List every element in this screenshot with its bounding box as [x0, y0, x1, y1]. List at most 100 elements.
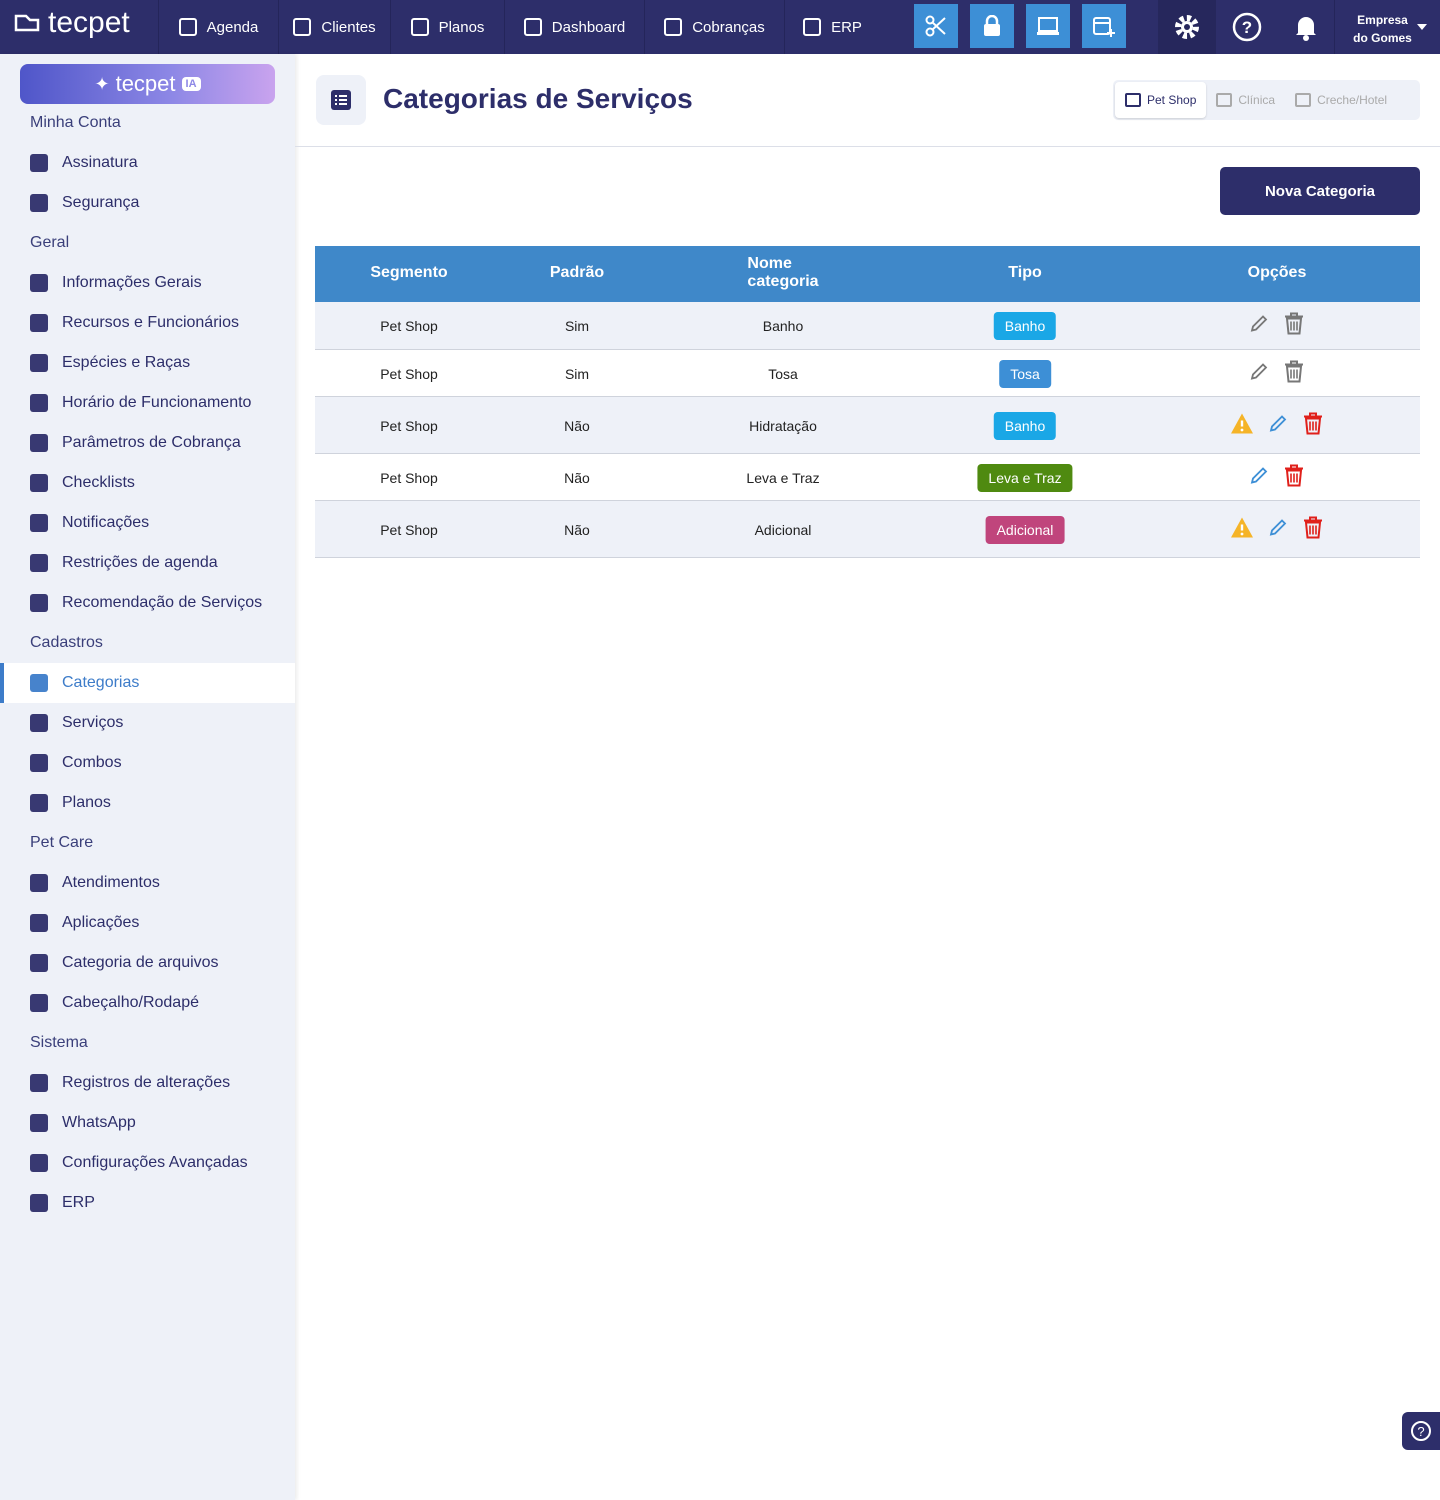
nav-item[interactable]: Dashboard	[504, 0, 644, 54]
edit-button[interactable]	[1249, 465, 1269, 490]
edit-button[interactable]	[1249, 361, 1269, 386]
column-header: Opções	[1247, 264, 1307, 281]
top-bar: tecpet Agenda Clientes Planos Dashboard Cobr…	[0, 0, 1440, 54]
segment-option[interactable]: Clínica	[1206, 82, 1285, 118]
nav-icon	[803, 18, 822, 36]
nav-label: Agenda	[206, 18, 259, 36]
help-button[interactable]: ?	[1232, 12, 1262, 47]
menu-icon	[30, 1074, 48, 1092]
menu-item[interactable]: Parâmetros de Cobrança	[0, 423, 295, 463]
menu-item[interactable]: Informações Gerais	[0, 263, 295, 303]
menu: Minha Conta Assinatura Segurança Geral Infor…	[0, 103, 295, 1223]
ai-badge: IA	[181, 77, 201, 91]
menu-icon	[30, 154, 48, 172]
warning-icon[interactable]	[1230, 412, 1254, 439]
delete-button[interactable]	[1302, 411, 1324, 440]
nav-icon	[178, 18, 197, 36]
menu-item[interactable]: Aplicações	[0, 903, 295, 943]
menu-icon	[30, 714, 48, 732]
menu-item[interactable]: Atendimentos	[0, 863, 295, 903]
warning-icon[interactable]	[1230, 516, 1254, 543]
delete-button[interactable]	[1302, 515, 1324, 544]
notifications-button[interactable]	[1294, 13, 1318, 46]
menu-item[interactable]: Registros de alterações	[0, 1063, 295, 1103]
segment-option[interactable]: Creche/Hotel	[1285, 82, 1397, 118]
table-cell: Adicional	[754, 521, 812, 538]
segment-toggle: Pet Shop Clínica Creche/Hotel	[1113, 80, 1420, 120]
menu-item[interactable]: WhatsApp	[0, 1103, 295, 1143]
nav-item[interactable]: Cobranças	[644, 0, 784, 54]
menu-item[interactable]: Segurança	[0, 183, 295, 223]
menu-icon	[30, 1114, 48, 1132]
menu-item[interactable]: Serviços	[0, 703, 295, 743]
new-category-button[interactable]: Nova Categoria	[1220, 167, 1420, 215]
menu-item[interactable]: Restrições de agenda	[0, 543, 295, 583]
menu-item[interactable]: Horário de Funcionamento	[0, 383, 295, 423]
nav-label: Planos	[438, 18, 485, 36]
menu-label: Informações Gerais	[62, 274, 202, 291]
calendar-add-button[interactable]	[1082, 4, 1126, 48]
menu-item[interactable]: Recomendação de Serviços	[0, 583, 295, 623]
nav-item[interactable]: Clientes	[278, 0, 390, 54]
segment-option[interactable]: Pet Shop	[1115, 82, 1207, 118]
settings-button[interactable]	[1158, 0, 1216, 54]
table-cell: Tosa	[768, 365, 798, 382]
segment-icon	[1295, 93, 1312, 107]
nav-item[interactable]: ERP	[784, 0, 880, 54]
delete-button[interactable]	[1283, 359, 1305, 388]
page-title: Categorias de Serviços	[383, 83, 693, 114]
menu-item[interactable]: Espécies e Raças	[0, 343, 295, 383]
edit-button[interactable]	[1249, 314, 1269, 339]
menu-item[interactable]: Cabeçalho/Rodapé	[0, 983, 295, 1023]
edit-button[interactable]	[1268, 413, 1288, 438]
row-actions	[1230, 411, 1324, 440]
nav-item[interactable]: Planos	[390, 0, 504, 54]
table-row	[315, 454, 1420, 501]
table-cell: Pet Shop	[380, 417, 438, 434]
ai-button[interactable]: ✦ tecpet IA	[20, 64, 275, 104]
menu-item[interactable]: Categorias	[0, 663, 295, 703]
logo[interactable]: tecpet	[14, 6, 130, 40]
menu-label: Configurações Avançadas	[62, 1154, 248, 1171]
company-menu[interactable]: Empresa do Gomes	[1334, 0, 1440, 54]
column-header: Tipo	[1008, 264, 1042, 281]
nav-icon	[410, 18, 429, 36]
menu-item[interactable]: Categoria de arquivos	[0, 943, 295, 983]
menu-label: Recursos e Funcionários	[62, 314, 239, 331]
scissors-button[interactable]	[914, 4, 958, 48]
screen-button[interactable]	[1026, 4, 1070, 48]
menu-label: Recomendação de Serviços	[62, 594, 263, 611]
menu-section-title: Cadastros	[30, 634, 103, 651]
menu-item[interactable]: Checklists	[0, 463, 295, 503]
sidebar: ✦ tecpet IA Minha Conta Assinatura Seguranç…	[0, 54, 295, 1500]
menu-item[interactable]: Notificações	[0, 503, 295, 543]
menu-label: WhatsApp	[62, 1114, 136, 1131]
menu-label: Planos	[62, 794, 111, 811]
menu-item[interactable]: Planos	[0, 783, 295, 823]
menu-label: Checklists	[62, 474, 135, 491]
menu-section-title: Pet Care	[30, 834, 94, 851]
edit-button[interactable]	[1268, 517, 1288, 542]
menu-icon	[30, 514, 48, 532]
table-cell: Não	[564, 521, 590, 538]
delete-button[interactable]	[1283, 463, 1305, 492]
menu-item[interactable]: ERP	[0, 1183, 295, 1223]
floating-help[interactable]: ?	[1402, 1412, 1440, 1450]
nav-item[interactable]: Agenda	[158, 0, 278, 54]
menu-icon	[30, 954, 48, 972]
menu-label: ERP	[62, 1194, 95, 1211]
row-actions	[1249, 359, 1305, 388]
menu-item[interactable]: Assinatura	[0, 143, 295, 183]
menu-item[interactable]: Configurações Avançadas	[0, 1143, 295, 1183]
menu-item[interactable]: Recursos e Funcionários	[0, 303, 295, 343]
menu-item[interactable]: Combos	[0, 743, 295, 783]
delete-button[interactable]	[1283, 312, 1305, 341]
nav-label: Clientes	[321, 18, 376, 36]
menu-label: Registros de alterações	[62, 1074, 231, 1091]
menu-label: Serviços	[62, 714, 124, 731]
logo-icon	[14, 14, 40, 32]
column-header: Segmento	[370, 264, 448, 281]
header-icon	[316, 75, 366, 125]
menu-label: Categorias	[62, 674, 140, 691]
lock-button[interactable]	[970, 4, 1014, 48]
